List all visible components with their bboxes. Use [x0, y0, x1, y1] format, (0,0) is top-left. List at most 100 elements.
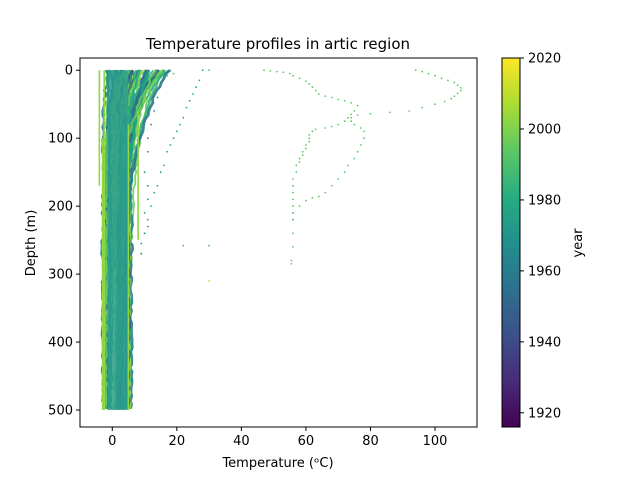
- data-point: [292, 191, 294, 194]
- data-point: [290, 263, 293, 265]
- x-tick-label: 60: [298, 434, 315, 449]
- x-tick-label: 80: [362, 434, 379, 449]
- data-point: [343, 171, 346, 174]
- data-point: [156, 184, 159, 187]
- colorbar-tick-label: 2000: [528, 122, 561, 137]
- series-2003: [263, 69, 365, 265]
- data-point: [308, 140, 311, 143]
- data-point: [295, 164, 298, 167]
- data-point: [308, 137, 311, 140]
- data-point: [292, 74, 294, 77]
- colorbar-label: year: [571, 228, 586, 258]
- data-point: [292, 184, 294, 187]
- x-tick-label: 40: [233, 434, 250, 449]
- colorbar-tick-label: 1940: [528, 335, 561, 350]
- data-point: [298, 77, 301, 80]
- data-point: [434, 103, 436, 106]
- data-point: [414, 69, 417, 72]
- data-point: [159, 82, 162, 85]
- data-point: [163, 164, 165, 167]
- series-2012: [208, 280, 211, 282]
- plot-frame: [79, 57, 478, 428]
- data-point: [363, 137, 365, 140]
- data-point: [350, 102, 352, 104]
- data-point: [143, 232, 146, 235]
- x-axis: 0 20 40 60 80 100: [108, 427, 447, 449]
- y-tick-label: 200: [48, 200, 73, 215]
- colorbar-gradient: [501, 57, 521, 428]
- data-point: [166, 74, 169, 77]
- data-point: [450, 97, 453, 100]
- data-point: [305, 199, 307, 202]
- data-point: [185, 106, 188, 109]
- data-point: [298, 157, 301, 160]
- colorbar-ticks: 1920 1940 1960 1980 2000 2020: [520, 52, 561, 421]
- data-point: [353, 157, 356, 160]
- data-point: [169, 144, 172, 146]
- data-point: [146, 225, 149, 228]
- data-point: [292, 246, 294, 248]
- data-point: [311, 197, 314, 199]
- data-point: [201, 69, 204, 72]
- data-point: [276, 70, 278, 73]
- data-point: [175, 130, 178, 133]
- data-point: [317, 195, 320, 198]
- x-tick-label: 100: [423, 434, 448, 449]
- x-axis-label: Temperature (ᵒC): [221, 456, 333, 471]
- data-point: [343, 120, 346, 123]
- data-point: [314, 89, 317, 92]
- data-point: [353, 110, 356, 112]
- data-point: [301, 150, 304, 153]
- data-point: [143, 171, 146, 174]
- data-point: [453, 95, 456, 97]
- data-point: [146, 184, 149, 187]
- data-point: [269, 70, 272, 72]
- data-point: [440, 77, 443, 80]
- data-point: [295, 171, 298, 174]
- data-point: [195, 86, 198, 89]
- data-point: [363, 130, 365, 133]
- data-point: [356, 150, 359, 153]
- data-point: [292, 205, 294, 208]
- data-point: [369, 112, 372, 115]
- data-point: [140, 242, 143, 245]
- data-point: [337, 123, 340, 126]
- data-point: [347, 164, 349, 167]
- data-point: [305, 147, 307, 150]
- y-axis-label: Depth (m): [24, 210, 39, 277]
- data-point: [153, 191, 156, 194]
- data-point: [140, 252, 143, 255]
- colorbar-tick-label: 2020: [528, 52, 561, 67]
- data-point: [359, 144, 362, 146]
- data-point: [305, 144, 307, 146]
- data-point: [434, 74, 436, 77]
- data-point: [317, 93, 320, 95]
- colorbar-tick-label: 1960: [528, 264, 561, 279]
- data-point: [263, 69, 265, 72]
- data-point: [208, 244, 211, 247]
- plot-area: [98, 69, 462, 411]
- data-point: [143, 212, 146, 214]
- series-1972: [140, 82, 162, 255]
- data-point: [146, 150, 149, 153]
- data-point: [153, 110, 156, 112]
- data-point: [292, 198, 294, 201]
- data-point: [359, 127, 362, 129]
- data-point: [172, 72, 175, 75]
- data-point: [427, 72, 430, 75]
- y-tick-label: 0: [65, 64, 73, 79]
- data-point: [179, 123, 182, 126]
- data-point: [337, 178, 340, 180]
- data-point: [324, 95, 327, 97]
- y-tick-label: 500: [48, 404, 73, 419]
- data-point: [182, 116, 185, 119]
- data-point: [330, 184, 333, 187]
- chart-title: Temperature profiles in artic region: [145, 35, 410, 53]
- data-point: [192, 93, 194, 95]
- data-point: [156, 96, 159, 99]
- data-point: [146, 137, 149, 140]
- data-point: [408, 110, 411, 112]
- data-point: [308, 82, 311, 85]
- data-point: [356, 104, 359, 107]
